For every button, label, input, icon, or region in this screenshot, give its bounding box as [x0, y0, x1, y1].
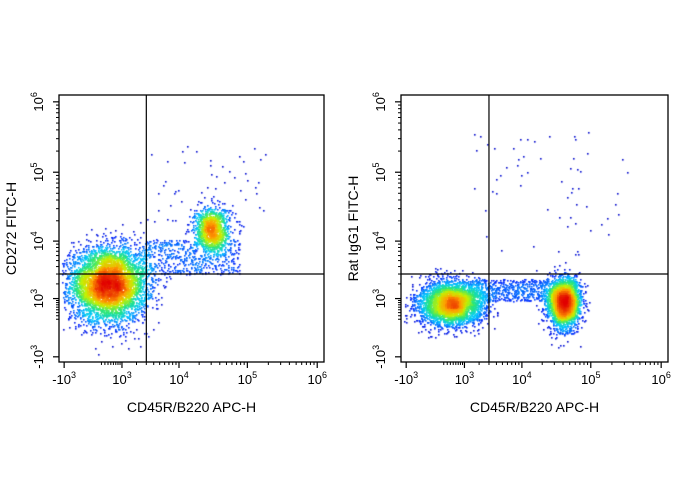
y-tick-exponent: 4 [371, 231, 381, 236]
y-tick-label: 106 [29, 92, 46, 111]
x-tick-base: 10 [581, 372, 595, 387]
y-tick-base: 10 [31, 294, 46, 308]
y-tick-base: 10 [373, 294, 388, 308]
event-density-dots [401, 95, 668, 362]
x-axis-title: CD45R/B220 APC-H [470, 399, 599, 415]
y-tick-label: 103 [29, 289, 46, 308]
x-tick-base: -10 [52, 372, 71, 387]
y-axis-title: CD272 FITC-H [3, 182, 19, 275]
x-tick-base: 10 [238, 372, 252, 387]
y-tick-label: 106 [371, 92, 388, 111]
x-tick-label: 103 [455, 370, 474, 387]
y-axis-title: Rat IgG1 FITC-H [345, 176, 361, 282]
y-tick-label: 105 [371, 162, 388, 181]
y-tick-base: -10 [31, 350, 46, 369]
x-tick-label: 105 [581, 370, 600, 387]
y-tick-exponent: 3 [29, 289, 39, 294]
x-tick-base: 10 [651, 372, 665, 387]
x-tick-exponent: 4 [184, 370, 189, 380]
x-tick-exponent: 3 [469, 370, 474, 380]
y-tick-base: 10 [373, 236, 388, 250]
x-tick-base: 10 [169, 372, 183, 387]
x-tick-exponent: 5 [252, 370, 257, 380]
y-tick-label: 103 [371, 289, 388, 308]
x-tick-exponent: 4 [527, 370, 532, 380]
x-tick-label: 106 [651, 370, 670, 387]
y-tick-label: -103 [29, 345, 46, 369]
x-tick-exponent: 3 [413, 370, 418, 380]
x-tick-exponent: 6 [322, 370, 327, 380]
x-tick-base: 10 [512, 372, 526, 387]
x-tick-base: 10 [307, 372, 321, 387]
x-tick-exponent: 6 [666, 370, 671, 380]
y-tick-label: 104 [29, 231, 46, 250]
y-tick-exponent: 3 [371, 345, 381, 350]
x-tick-base: -10 [394, 372, 413, 387]
y-tick-exponent: 6 [371, 92, 381, 97]
y-tick-exponent: 3 [371, 289, 381, 294]
x-tick-exponent: 5 [596, 370, 601, 380]
x-tick-label: 106 [307, 370, 326, 387]
x-tick-label: 105 [238, 370, 257, 387]
y-tick-exponent: 6 [29, 92, 39, 97]
plot-panel-1: -103 103 104 105 106-103103104105106CD45R/B2… [3, 92, 327, 415]
y-tick-base: 10 [31, 167, 46, 181]
plot-frame [58, 94, 325, 363]
x-axis-title: CD45R/B220 APC-H [127, 399, 256, 415]
y-tick-exponent: 5 [371, 162, 381, 167]
x-tick-label: -103 [394, 370, 418, 387]
x-tick-label: 104 [512, 370, 531, 387]
x-tick-label: 103 [112, 370, 131, 387]
y-tick-base: 10 [31, 236, 46, 250]
y-tick-base: -10 [373, 350, 388, 369]
x-tick-base: 10 [455, 372, 469, 387]
y-tick-base: 10 [373, 167, 388, 181]
y-tick-label: -103 [371, 345, 388, 369]
x-tick-label: -103 [52, 370, 76, 387]
y-tick-base: 10 [373, 97, 388, 111]
y-tick-label: 105 [29, 162, 46, 181]
x-tick-label: 104 [169, 370, 188, 387]
y-tick-base: 10 [31, 97, 46, 111]
y-tick-exponent: 3 [29, 345, 39, 350]
y-tick-label: 104 [371, 231, 388, 250]
plot-frame [400, 94, 669, 363]
plot-panel-2: -103 103 104 105 106-103103104105106CD45R/B2… [345, 92, 671, 415]
x-tick-exponent: 3 [71, 370, 76, 380]
y-tick-exponent: 5 [29, 162, 39, 167]
event-density-dots [59, 95, 324, 362]
x-tick-exponent: 3 [127, 370, 132, 380]
y-tick-exponent: 4 [29, 231, 39, 236]
x-tick-base: 10 [112, 372, 126, 387]
